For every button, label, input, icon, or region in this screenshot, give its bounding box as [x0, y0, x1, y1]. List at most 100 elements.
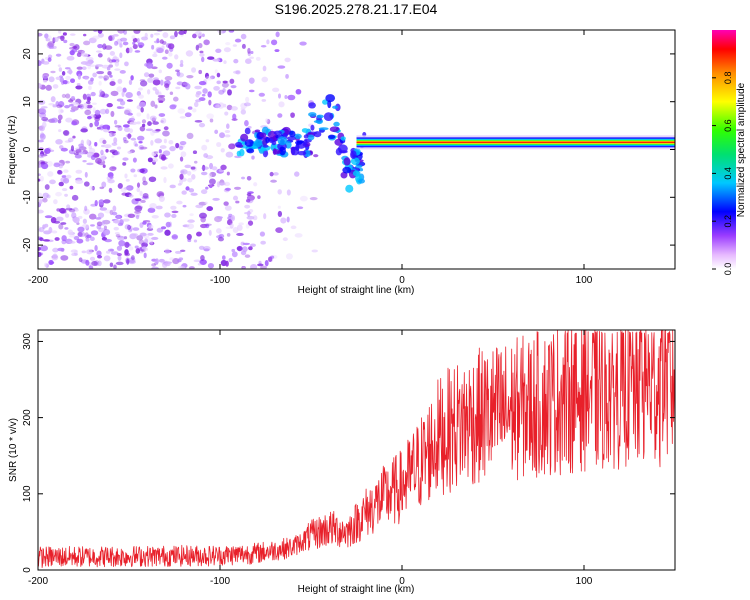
- spectrogram-noise-blob: [178, 265, 186, 269]
- spectrogram-noise-blob: [201, 166, 209, 170]
- spectrogram-noise-blob: [129, 121, 138, 125]
- spectrogram-noise-blob: [198, 43, 203, 49]
- spectrogram-noise-blob: [198, 81, 207, 86]
- spectrogram-noise-blob: [97, 53, 103, 58]
- spectrogram-noise-blob: [225, 41, 231, 46]
- spectrogram-noise-blob: [150, 100, 156, 107]
- spectrogram-blob: [291, 146, 300, 156]
- spectrogram-noise-blob: [44, 262, 48, 268]
- spectrogram-noise-blob: [98, 227, 106, 233]
- spectrogram-noise-blob: [200, 189, 208, 195]
- spectrogram-noise-blob: [94, 199, 98, 207]
- spectrogram-noise-blob: [253, 182, 258, 187]
- spectrogram-noise-blob: [245, 96, 250, 103]
- spectrogram-noise-blob: [165, 221, 171, 228]
- spectrogram-noise-blob: [114, 68, 121, 71]
- spectrogram-noise-blob: [103, 199, 111, 204]
- spectrogram-noise-blob: [173, 96, 179, 102]
- spectrogram-noise-blob: [184, 83, 191, 90]
- spectrogram-noise-blob: [199, 50, 204, 54]
- spectrogram-noise-blob: [146, 89, 151, 95]
- spectrogram-noise-blob: [147, 157, 153, 163]
- spectrogram-noise-blob: [39, 175, 44, 182]
- spectrogram-noise-blob: [114, 124, 122, 128]
- spectrogram-noise-blob: [58, 207, 67, 214]
- spectrogram-x-tick-label: -100: [210, 275, 230, 286]
- spectrogram-noise-blob: [50, 117, 58, 123]
- spectrogram-noise-blob: [179, 63, 184, 68]
- spectrogram-noise-blob: [240, 107, 246, 111]
- spectrogram-noise-blob: [145, 128, 153, 132]
- spectrogram-blob: [265, 136, 270, 144]
- spectrogram-noise-blob: [111, 142, 118, 146]
- spectrogram-noise-blob: [47, 171, 54, 177]
- spectrogram-noise-blob: [81, 250, 87, 254]
- spectrogram-noise-blob: [201, 144, 208, 151]
- spectrogram-noise-blob: [62, 32, 67, 36]
- spectrogram-noise-blob: [69, 33, 76, 36]
- spectrogram-noise-blob: [66, 204, 71, 209]
- spectrogram-noise-blob: [163, 126, 169, 131]
- spectrogram-noise-blob: [246, 215, 255, 220]
- spectrogram-noise-blob: [88, 85, 92, 91]
- spectrogram-noise-blob: [117, 222, 124, 227]
- spectrogram-noise-blob: [150, 140, 154, 146]
- spectrogram-noise-blob: [55, 191, 62, 197]
- spectrogram-noise-blob: [110, 110, 115, 118]
- spectrogram-noise-blob: [99, 126, 104, 131]
- spectrogram-noise-blob: [274, 49, 280, 52]
- colorbar: 0.0 0.2 0.4 0.6 0.8 Normalized spectral ampl…: [712, 30, 747, 275]
- spectrogram-noise-blob: [65, 117, 73, 123]
- spectrogram-noise-blob: [116, 146, 122, 150]
- spectrogram-blob: [355, 164, 363, 169]
- spectrogram-noise-blob: [143, 252, 147, 259]
- spectrogram-blob: [358, 178, 365, 184]
- spectrogram-noise-blob: [84, 205, 88, 212]
- spectrogram-blob: [340, 136, 346, 141]
- spectrogram-noise-blob: [107, 57, 111, 63]
- spectrogram-noise-blob: [278, 101, 285, 108]
- spectrogram-noise-blob: [57, 247, 65, 252]
- spectrogram-noise-blob: [53, 37, 59, 43]
- spectrogram-noise-blob: [226, 171, 230, 176]
- spectrogram-noise-blob: [65, 174, 72, 179]
- spectrogram-noise-blob: [277, 113, 283, 118]
- spectrogram-noise-blob: [73, 235, 80, 241]
- spectrogram-noise-blob: [152, 53, 158, 58]
- spectrogram-noise-blob: [123, 30, 127, 35]
- spectrogram-noise-blob: [73, 152, 79, 156]
- spectrogram-noise-blob: [84, 76, 89, 81]
- spectrogram-noise-blob: [245, 199, 251, 203]
- spectrogram-noise-blob: [164, 49, 169, 55]
- spectrogram-noise-blob: [146, 62, 154, 69]
- spectrogram-blob: [240, 133, 249, 142]
- spectrogram-noise-blob: [61, 71, 66, 76]
- spectrogram-noise-blob: [152, 121, 159, 125]
- spectrogram-noise-blob: [143, 72, 150, 78]
- spectrogram-noise-blob: [229, 78, 235, 84]
- spectrogram-noise-blob: [149, 203, 157, 210]
- spectrogram-noise-blob: [169, 35, 176, 40]
- spectrogram-noise-blob: [42, 197, 48, 203]
- spectrogram-noise-blob: [93, 113, 102, 119]
- spectrogram-noise-blob: [143, 235, 150, 239]
- spectrogram-noise-blob: [179, 156, 184, 162]
- spectrogram-noise-blob: [76, 238, 84, 244]
- spectrogram-noise-blob: [114, 150, 120, 156]
- spectrogram-noise-blob: [311, 249, 318, 253]
- spectrogram-noise-blob: [130, 137, 137, 141]
- spectrogram-noise-blob: [119, 43, 123, 48]
- spectrogram-blob: [244, 139, 254, 147]
- spectrogram-noise-blob: [41, 162, 49, 170]
- spectrogram-noise-blob: [99, 186, 104, 190]
- spectrogram-noise-blob: [228, 143, 236, 150]
- spectrogram-noise-blob: [92, 35, 100, 40]
- colorbar-gradient: [712, 30, 736, 269]
- spectrogram-noise-blob: [205, 75, 213, 81]
- spectrogram-noise-blob: [294, 171, 300, 177]
- spectrogram-noise-blob: [179, 116, 186, 119]
- spectrogram-noise-blob: [54, 237, 60, 241]
- spectrogram-noise-blob: [44, 33, 49, 39]
- spectrogram-noise-blob: [76, 83, 81, 86]
- spectrogram-noise-blob: [122, 124, 130, 128]
